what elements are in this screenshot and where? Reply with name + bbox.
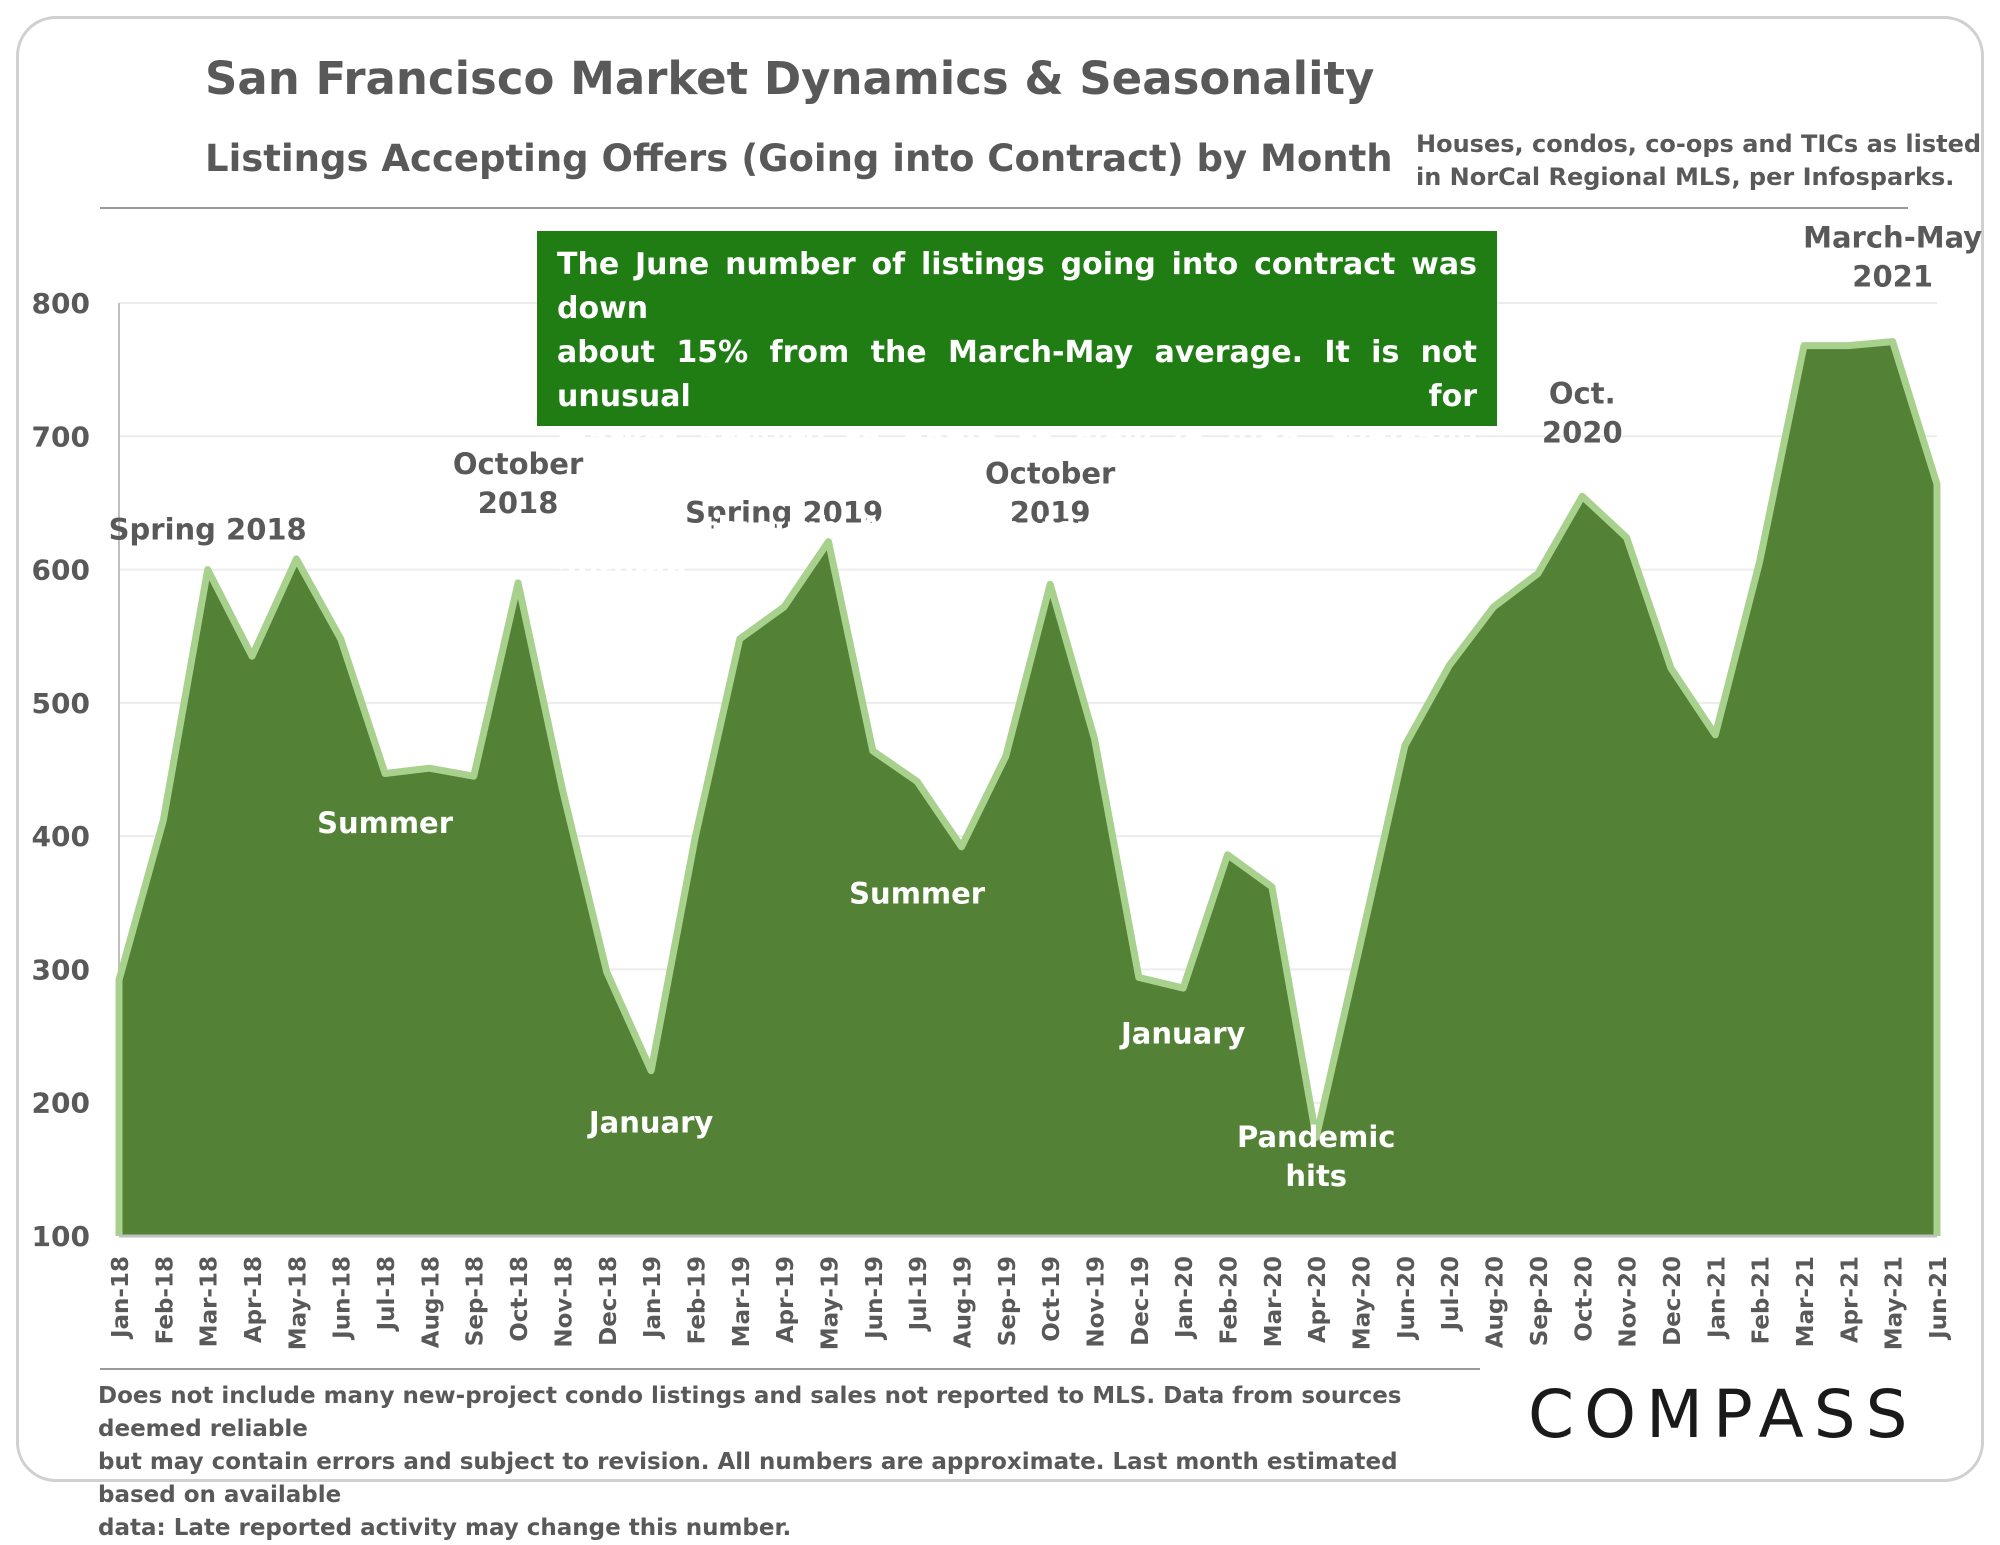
callout-line: about 15% from the March-May average. It… — [557, 335, 1477, 414]
x-tick-label: Mar-20 — [1261, 1256, 1287, 1347]
annotation-label: January — [587, 1106, 714, 1140]
x-tick-label: Nov-19 — [1084, 1256, 1110, 1348]
y-tick-label: 100 — [32, 1220, 90, 1253]
annotation-label: Summer — [849, 876, 986, 910]
y-tick-label: 200 — [32, 1087, 90, 1120]
x-tick-label: Aug-20 — [1483, 1256, 1509, 1348]
x-tick-label: Feb-20 — [1217, 1256, 1243, 1344]
series-line — [115, 338, 1941, 1236]
x-tick-label: Aug-19 — [950, 1256, 976, 1348]
annotation-label: 2018 — [478, 486, 559, 520]
annotation-label: 2020 — [1542, 415, 1623, 449]
x-tick-label: Aug-18 — [418, 1256, 444, 1348]
annotation-label: Pandemic — [1237, 1120, 1395, 1154]
chart-subtitle: Listings Accepting Offers (Going into Co… — [205, 137, 1393, 180]
x-tick-label: Feb-18 — [152, 1256, 178, 1344]
x-tick-label: Mar-21 — [1793, 1256, 1819, 1347]
x-tick-label: Apr-21 — [1837, 1256, 1863, 1343]
x-tick-label: Nov-20 — [1616, 1256, 1642, 1348]
x-tick-label: Jul-20 — [1438, 1256, 1464, 1332]
chart-title: San Francisco Market Dynamics & Seasonal… — [205, 52, 1375, 105]
x-tick-label: May-19 — [817, 1256, 843, 1350]
annotation-label: January — [1119, 1016, 1246, 1050]
annotation-label: Summer — [317, 806, 454, 840]
compass-logo: COMPASS — [1528, 1376, 1918, 1453]
annotation-label: Spring 2019 — [685, 495, 883, 529]
callout-line: market activity to begin to slow in June… — [557, 423, 1477, 502]
annotation-label: Spring 2018 — [109, 513, 307, 547]
y-tick-label: 500 — [32, 687, 90, 720]
header-divider — [100, 207, 1908, 209]
annotation-label: October — [453, 447, 584, 481]
x-tick-label: Feb-19 — [684, 1256, 710, 1344]
x-tick-label: Nov-18 — [551, 1256, 577, 1348]
x-tick-label: Dec-18 — [596, 1256, 622, 1346]
y-tick-label: 300 — [32, 953, 90, 986]
annotation-label: March-May — [1803, 220, 1982, 254]
x-tick-label: May-21 — [1882, 1256, 1908, 1350]
x-tick-label: Sep-19 — [995, 1256, 1021, 1346]
x-tick-label: Jun-21 — [1926, 1256, 1952, 1341]
series-area — [119, 341, 1937, 1237]
x-tick-label: Mar-19 — [729, 1256, 755, 1347]
x-tick-label: Apr-19 — [773, 1256, 799, 1343]
x-tick-label: Jun-20 — [1394, 1256, 1420, 1341]
footnote-line: Does not include many new-project condo … — [98, 1383, 1402, 1442]
x-tick-label: Feb-21 — [1749, 1256, 1775, 1344]
source-note-line: Houses, condos, co-ops and TICs as liste… — [1416, 130, 1982, 158]
x-tick-label: Dec-19 — [1128, 1256, 1154, 1346]
source-note: Houses, condos, co-ops and TICs as liste… — [1416, 128, 1981, 194]
annotation-label: hits — [1285, 1159, 1347, 1193]
annotation-label: Oct. — [1549, 376, 1616, 410]
y-tick-label: 700 — [32, 420, 90, 453]
x-tick-label: Oct-19 — [1039, 1256, 1065, 1342]
x-tick-label: May-20 — [1350, 1256, 1376, 1350]
x-tick-label: Sep-18 — [463, 1256, 489, 1346]
callout-box: The June number of listings going into c… — [537, 231, 1497, 590]
x-tick-label: Dec-20 — [1660, 1256, 1686, 1346]
area-chart: 100 200 300 400 500 600 700 800 Jan-18 Feb-18 Mar-… — [32, 220, 1983, 1350]
footer-divider — [100, 1368, 1480, 1370]
annotation-label: 2021 — [1852, 259, 1933, 293]
footnote-line: data: Late reported activity may change … — [98, 1515, 792, 1541]
x-tick-label: May-18 — [285, 1256, 311, 1350]
x-tick-label: Apr-18 — [241, 1256, 267, 1343]
y-tick-label: 600 — [32, 554, 90, 587]
y-tick-label: 800 — [32, 287, 90, 320]
y-tick-label: 400 — [32, 820, 90, 853]
x-tick-label: Jan-19 — [640, 1256, 666, 1340]
x-tick-label: Jan-20 — [1172, 1256, 1198, 1340]
annotation-label: 2019 — [1010, 495, 1091, 529]
callout-line: The June number of listings going into c… — [557, 247, 1477, 326]
x-tick-label: Sep-20 — [1527, 1256, 1553, 1346]
x-tick-label: Jul-18 — [374, 1256, 400, 1332]
x-tick-label: Jan-21 — [1704, 1256, 1730, 1340]
x-tick-label: Apr-20 — [1305, 1256, 1331, 1343]
x-tick-label: Jun-18 — [330, 1256, 356, 1341]
x-tick-label: Jun-19 — [862, 1256, 888, 1341]
footnote: Does not include many new-project condo … — [98, 1380, 1480, 1545]
x-tick-label: Jan-18 — [108, 1256, 134, 1340]
annotation-label: October — [985, 456, 1116, 490]
x-tick-label: Jul-19 — [906, 1256, 932, 1332]
source-note-line: in NorCal Regional MLS, per Infosparks. — [1416, 163, 1955, 191]
callout-line: to cool through August before picking up… — [557, 511, 1477, 590]
x-tick-label: Oct-18 — [507, 1256, 533, 1342]
x-tick-label: Oct-20 — [1571, 1256, 1597, 1342]
x-tick-label: Mar-18 — [197, 1256, 223, 1347]
footnote-line: but may contain errors and subject to re… — [98, 1449, 1398, 1508]
